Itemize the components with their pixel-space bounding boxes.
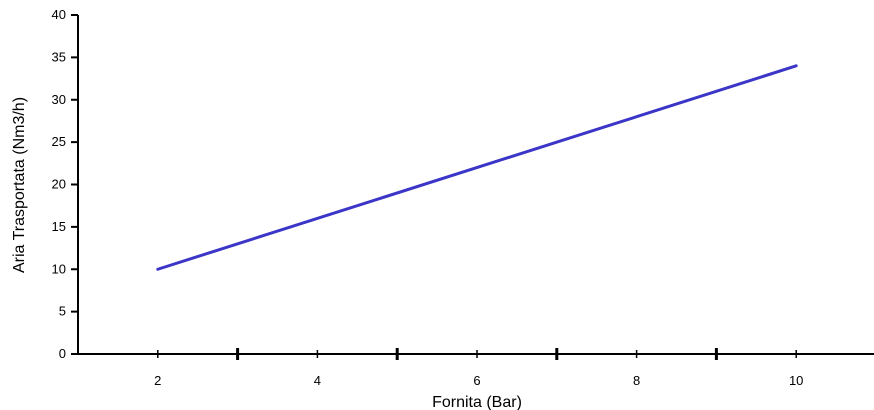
y-axis: 0 5 10 15 20 25 30 35 40 — [52, 7, 79, 361]
y-tick-label: 5 — [59, 304, 66, 319]
x-tick-label: 2 — [154, 373, 161, 388]
x-tick-label: 10 — [789, 373, 803, 388]
y-tick-label: 35 — [52, 49, 66, 64]
x-tick-label: 4 — [314, 373, 321, 388]
y-tick-label: 20 — [52, 177, 66, 192]
y-tick-label: 15 — [52, 219, 66, 234]
series-layer — [156, 64, 798, 271]
y-tick-label: 10 — [52, 261, 66, 276]
x-tick-label: 6 — [473, 373, 480, 388]
x-axis-title: Fornita (Bar) — [432, 394, 522, 410]
y-tick-label: 30 — [52, 92, 66, 107]
y-tick-label: 0 — [59, 346, 66, 361]
y-tick-label: 25 — [52, 134, 66, 149]
x-tick-label: 8 — [633, 373, 640, 388]
series-line — [156, 64, 798, 271]
y-tick-label: 40 — [52, 7, 66, 22]
x-axis: 2 4 6 8 10 — [78, 348, 874, 388]
y-axis-title: Aria Trasportata (Nm3/h) — [11, 97, 28, 273]
